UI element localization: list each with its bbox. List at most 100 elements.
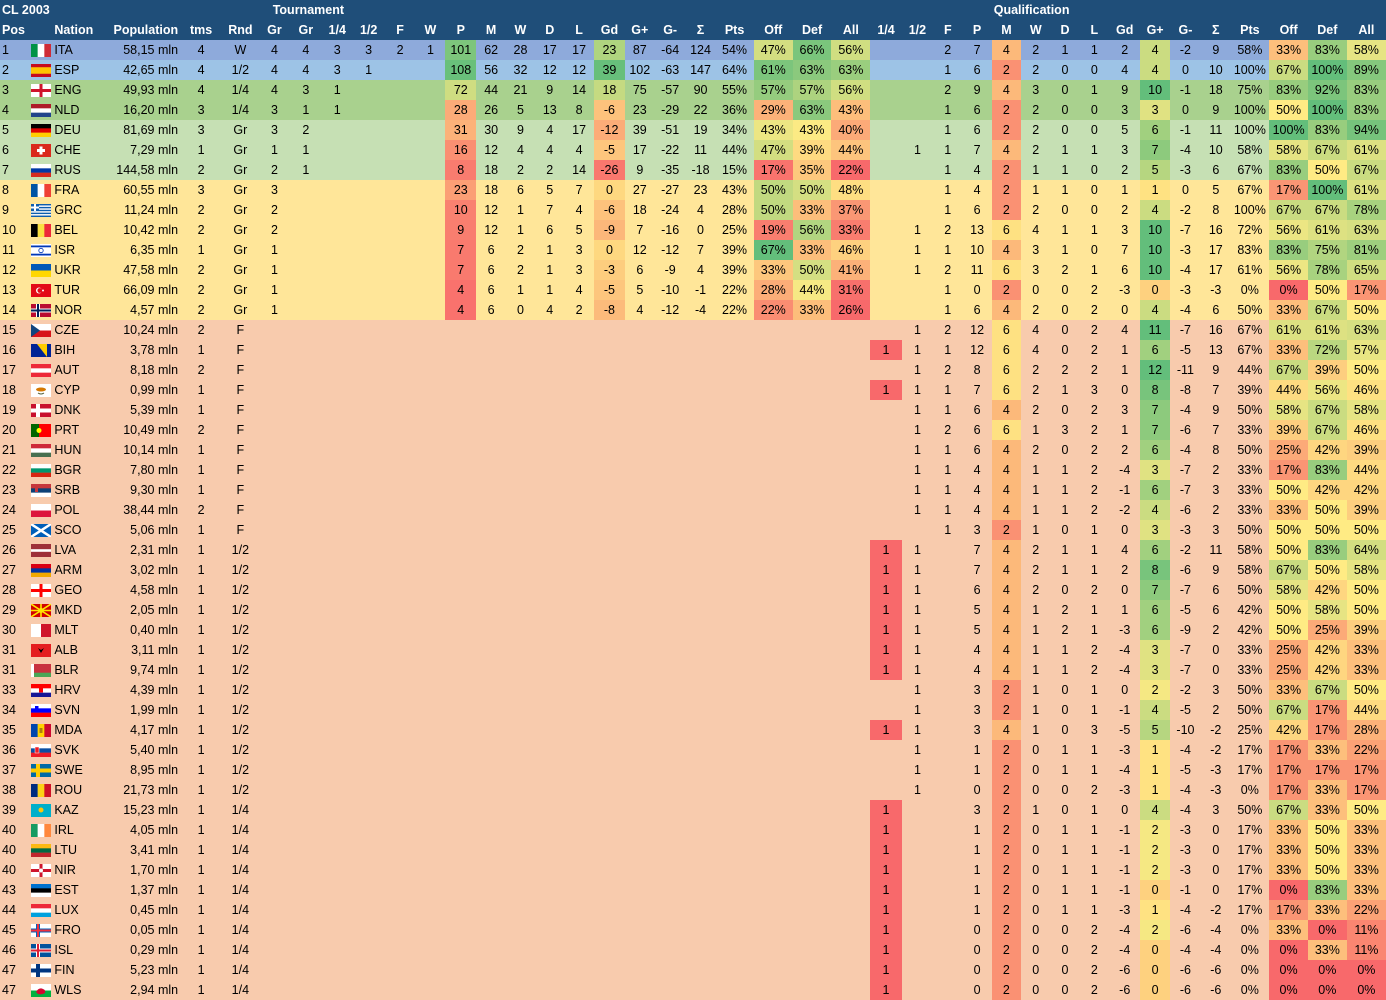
col-header-q-pts: Pts xyxy=(1230,20,1270,40)
stat-cell: -1 xyxy=(1119,703,1131,717)
stat-cell: 46% xyxy=(1346,380,1386,400)
stat-cell xyxy=(654,580,685,600)
stat-cell xyxy=(259,380,290,400)
stat-cell: 39% xyxy=(1307,360,1347,380)
col-header-l: L xyxy=(564,20,594,40)
flag-cell xyxy=(29,300,52,320)
stat-cell: 1 xyxy=(1140,900,1170,920)
stat-cell: 8 xyxy=(445,160,477,180)
stat-cell xyxy=(353,680,384,700)
stat-cell: 42,65 mln xyxy=(123,63,179,77)
stat-cell: -3 xyxy=(1119,743,1131,757)
stat-cell: 0 xyxy=(1061,63,1069,77)
stat-cell: 17 xyxy=(542,43,557,57)
stat-cell xyxy=(793,700,832,720)
stat-cell: 40% xyxy=(831,120,871,140)
stat-cell: 2 xyxy=(197,303,205,317)
stat-cell: 1 xyxy=(913,603,921,617)
stat-cell: -4 xyxy=(694,303,707,317)
north-macedonia-flag-icon xyxy=(30,603,52,618)
stat-cell: -4 xyxy=(1210,943,1222,957)
pos-cell: 16 xyxy=(2,343,16,357)
stat-cell: 33% xyxy=(831,220,871,240)
pos-cell: 13 xyxy=(2,283,16,297)
stat-cell: 7 xyxy=(1140,420,1170,440)
stat-cell xyxy=(564,920,593,940)
stat-cell: -24 xyxy=(661,203,680,217)
stat-cell: 1 xyxy=(1061,463,1069,477)
stat-cell: 1 xyxy=(913,763,921,777)
stat-cell: -6 xyxy=(593,100,626,120)
table-row: 6 CHE 7,29 mln 1 Gr 1 1 16 12 4 4 4 -5 17 -22 11 44% 47% 3… xyxy=(0,140,1386,160)
stat-cell xyxy=(476,940,505,960)
stat-cell: 10 xyxy=(1140,220,1170,240)
stat-cell xyxy=(384,720,415,740)
stat-cell xyxy=(384,220,415,240)
stat-cell: 2 xyxy=(1090,463,1098,477)
stat-cell: 2 xyxy=(1212,623,1220,637)
stat-cell xyxy=(353,500,384,520)
table-row: 13 TUR 66,09 mln 2 Gr 1 4 6 1 1 4 -5 5 -10 -1 22% 28% 44%… xyxy=(0,280,1386,300)
stat-cell xyxy=(384,500,415,520)
stat-cell: 4 xyxy=(1121,63,1129,77)
stat-cell: 3 xyxy=(1212,523,1220,537)
stat-cell: 0 xyxy=(1061,403,1069,417)
pos-cell: 7 xyxy=(2,163,9,177)
stat-cell xyxy=(416,180,445,200)
stat-cell xyxy=(416,200,445,220)
pos-cell: 4 xyxy=(2,103,9,117)
table-row: 30 MLT 0,40 mln 1 1/2 1 1 5 4 1 2 1 -3 6 -9 2 42% 50% 25% 3… xyxy=(0,620,1386,640)
stat-cell xyxy=(870,120,901,140)
stat-cell xyxy=(793,980,832,1000)
stat-cell xyxy=(384,140,415,160)
stat-cell: 57% xyxy=(792,80,832,100)
stat-cell: 0 xyxy=(1032,783,1040,797)
stat-cell: 4 xyxy=(973,663,981,677)
stat-cell: 4 xyxy=(1140,60,1170,80)
stat-cell: 0 xyxy=(1140,960,1170,980)
stat-cell xyxy=(416,280,445,300)
flag-cell xyxy=(29,700,52,720)
stat-cell: 0 xyxy=(1061,203,1069,217)
stat-cell xyxy=(715,720,754,740)
stat-cell: 7 xyxy=(973,543,981,557)
stat-cell: -5 xyxy=(1179,763,1192,777)
stat-cell xyxy=(445,900,476,920)
table-row: 7 RUS 144,58 mln 2 Gr 2 1 8 18 2 2 14 -26 9 -35 -18 15% 1… xyxy=(0,160,1386,180)
stat-cell: 9,74 mln xyxy=(130,663,179,677)
stat-cell: 1 xyxy=(944,63,952,77)
table-row: 8 FRA 60,55 mln 3 Gr 3 23 18 6 5 7 0 27 -27 23 43% 50% 50… xyxy=(0,180,1386,200)
stat-cell: 58% xyxy=(1346,40,1386,60)
stat-cell: -6 xyxy=(1179,963,1192,977)
stat-cell: 8,95 mln xyxy=(130,763,179,777)
stat-cell: 4 xyxy=(546,143,554,157)
stat-cell xyxy=(322,900,353,920)
nation-cell: KAZ xyxy=(54,803,79,817)
stat-cell xyxy=(322,440,353,460)
stat-cell xyxy=(754,780,793,800)
table-row: 43 EST 1,37 mln 1 1/4 1 1 2 0 1 1 -1 0 -1 0 17% 0% 83% 33% xyxy=(0,880,1386,900)
stat-cell: 100% xyxy=(1233,203,1266,217)
stat-cell: 3 xyxy=(973,803,981,817)
portugal-flag-icon xyxy=(31,424,52,438)
stat-cell: 4 xyxy=(973,183,981,197)
col-header-flag xyxy=(29,20,53,40)
flag-cell xyxy=(29,920,52,940)
stat-cell: 3 xyxy=(1121,103,1129,117)
stat-cell xyxy=(259,600,290,620)
stat-cell: 33% xyxy=(1346,880,1386,900)
stat-cell xyxy=(870,440,901,460)
stat-cell: 83% xyxy=(1269,160,1308,180)
stat-cell: 4 xyxy=(991,540,1022,560)
stat-cell: 0 xyxy=(1090,243,1098,257)
stat-cell: 1 xyxy=(546,263,554,277)
stat-cell: 4 xyxy=(991,620,1022,640)
stat-cell xyxy=(290,200,321,220)
stat-cell: -26 xyxy=(593,160,626,180)
stat-cell: 1/4 xyxy=(231,823,250,837)
stat-cell xyxy=(793,500,832,520)
stat-cell xyxy=(831,940,870,960)
stat-cell xyxy=(564,320,593,340)
stat-cell: 0% xyxy=(1240,283,1259,297)
pos-cell: 40 xyxy=(2,823,16,837)
